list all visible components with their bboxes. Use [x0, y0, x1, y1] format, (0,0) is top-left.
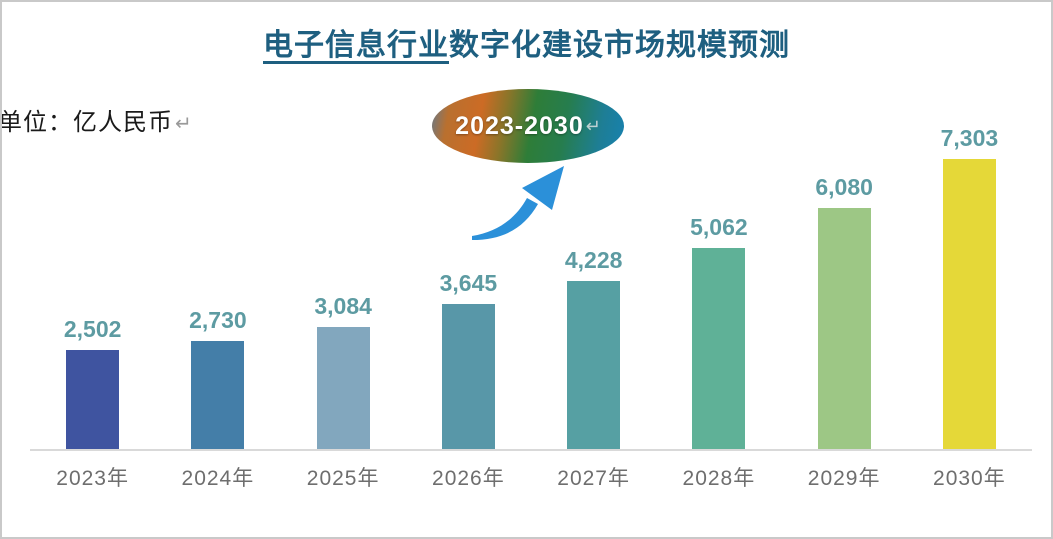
chart-title-underlined: 电子信息行业	[263, 29, 449, 62]
x-axis-tick-label: 2027年	[557, 467, 630, 490]
bar-column: 3,084	[281, 293, 406, 449]
bar-value-label: 6,080	[815, 174, 873, 200]
x-axis-tick-label: 2025年	[306, 467, 380, 490]
bar	[692, 248, 746, 449]
bar-value-label: 7,303	[940, 125, 999, 151]
bar-value-label: 2,730	[189, 307, 247, 333]
bar-value-label: 3,084	[314, 293, 372, 319]
bar-value-label: 5,062	[690, 214, 748, 240]
x-axis-tick-label: 2026年	[432, 467, 505, 490]
period-badge: 2023-2030 ↵	[432, 89, 624, 163]
unit-label: 单位：亿人民币 ↵	[0, 102, 193, 137]
bar-column: 4,228	[531, 247, 656, 449]
bar	[567, 281, 621, 449]
unit-label-text: 单位：亿人民币	[0, 109, 173, 136]
bar	[191, 341, 245, 449]
bar	[441, 304, 495, 449]
chart-title-rest: 数字化建设市场规模预测	[449, 29, 790, 62]
bar	[817, 208, 871, 449]
chart-title: 电子信息行业数字化建设市场规模预测	[2, 20, 1051, 64]
bars-row: 2,502 2,730 3,084 3,645 4,228 5,062 6,08…	[30, 125, 1032, 449]
x-axis-tick-label: 2028年	[682, 467, 756, 490]
bar-value-label: 4,228	[564, 247, 623, 273]
x-axis-line	[30, 449, 1032, 451]
x-axis-tick-label: 2023年	[56, 467, 129, 490]
x-axis-tick-label: 2024年	[181, 467, 255, 490]
x-axis-labels: 2023年 2024年 2025年 2026年 2027年 2028年 2029…	[30, 451, 1032, 492]
bar-column: 6,080	[782, 174, 907, 449]
bar-column: 2,730	[155, 307, 280, 449]
growth-arrow-icon	[472, 166, 564, 240]
return-mark-icon: ↵	[585, 115, 601, 136]
bar-value-label: 3,645	[439, 270, 498, 296]
bar	[942, 159, 996, 449]
return-mark-icon: ↵	[175, 113, 193, 135]
bar-value-label: 2,502	[63, 316, 122, 342]
bar-column: 3,645	[406, 270, 531, 449]
x-axis-tick-label: 2030年	[933, 467, 1006, 490]
bar-chart: 2,502 2,730 3,084 3,645 4,228 5,062 6,08…	[30, 125, 1032, 492]
bar	[316, 327, 370, 449]
bar-column: 2,502	[30, 316, 155, 449]
bar	[66, 350, 120, 449]
period-badge-label: 2023-2030	[455, 111, 584, 140]
x-axis-tick-label: 2029年	[807, 467, 881, 490]
bar-column: 7,303	[907, 125, 1032, 449]
bar-column: 5,062	[656, 214, 781, 449]
